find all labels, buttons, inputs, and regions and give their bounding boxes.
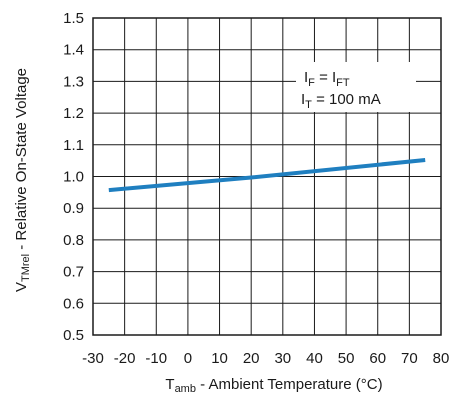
y-axis-symbol: V xyxy=(13,282,30,292)
y-tick-label: 1.5 xyxy=(63,10,84,27)
x-tick-label: 0 xyxy=(184,350,192,367)
x-tick-label: 10 xyxy=(211,350,228,367)
x-axis-subscript: amb xyxy=(175,383,196,395)
y-axis-title: VTMrel - Relative On-State Voltage xyxy=(13,68,32,292)
x-tick-labels: -30 -20 -10 0 10 20 30 40 50 60 70 80 xyxy=(82,350,449,367)
x-tick-label: 80 xyxy=(433,350,450,367)
series-line xyxy=(108,158,426,193)
x-tick-label: 40 xyxy=(306,350,323,367)
y-tick-label: 1.1 xyxy=(63,137,84,154)
y-tick-label: 1.2 xyxy=(63,105,84,122)
x-tick-label: 60 xyxy=(369,350,386,367)
annotation-value: = 100 mA xyxy=(312,91,381,108)
x-tick-label: 30 xyxy=(274,350,291,367)
y-axis-text: - Relative On-State Voltage xyxy=(13,68,30,254)
x-tick-label: 70 xyxy=(401,350,418,367)
x-tick-label: -10 xyxy=(145,350,167,367)
y-tick-label: 0.8 xyxy=(63,232,84,249)
y-tick-label: 0.7 xyxy=(63,264,84,281)
annotation-subscript-2: FT xyxy=(336,77,350,89)
annotation-subscript: F xyxy=(308,77,315,89)
x-axis-symbol: T xyxy=(165,376,174,393)
x-axis-text: - Ambient Temperature (°C) xyxy=(196,376,383,393)
y-tick-label: 0.5 xyxy=(63,327,84,344)
y-tick-label: 0.9 xyxy=(63,200,84,217)
condition-annotation: IF = IFT IT = 100 mA xyxy=(296,62,416,112)
data-series xyxy=(108,158,426,193)
annotation-equals: = I xyxy=(315,69,336,86)
x-tick-label: 20 xyxy=(243,350,260,367)
y-tick-labels: 0.5 0.6 0.7 0.8 0.9 1.0 1.1 1.2 1.3 1.4 1.5 xyxy=(63,10,84,344)
plot-border xyxy=(92,17,442,336)
annotation-symbol: I xyxy=(301,91,305,108)
annotation-subscript: T xyxy=(305,99,312,111)
annotation-background xyxy=(296,62,416,112)
x-tick-label: -30 xyxy=(82,350,104,367)
y-tick-label: 1.3 xyxy=(63,73,84,90)
x-axis-title: Tamb - Ambient Temperature (°C) xyxy=(165,376,382,395)
plot-frame xyxy=(92,17,442,336)
annotation-line-2: IT = 100 mA xyxy=(301,91,381,111)
x-tick-label: 50 xyxy=(338,350,355,367)
y-tick-label: 1.0 xyxy=(63,169,84,186)
y-axis-subscript: TMrel xyxy=(20,254,32,282)
annotation-symbol: I xyxy=(304,69,308,86)
y-tick-label: 1.4 xyxy=(63,42,84,59)
x-tick-label: -20 xyxy=(114,350,136,367)
y-tick-label: 0.6 xyxy=(63,295,84,312)
annotation-line-1: IF = IFT xyxy=(304,69,350,89)
